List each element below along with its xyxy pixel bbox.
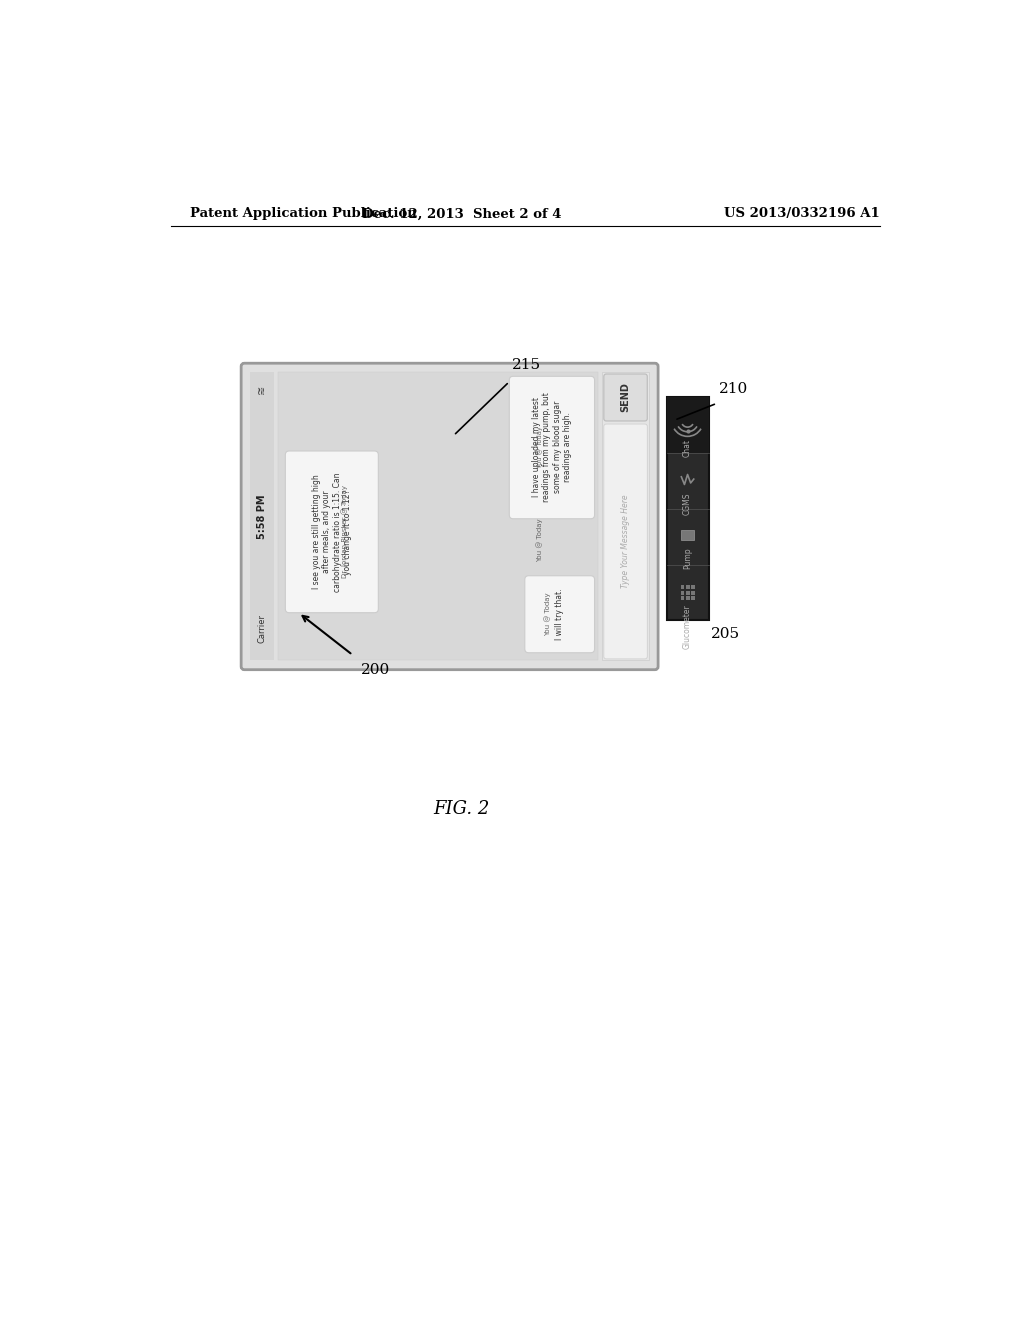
Text: Type Your Message Here: Type Your Message Here bbox=[621, 494, 630, 587]
Text: Carrier: Carrier bbox=[258, 614, 266, 643]
FancyBboxPatch shape bbox=[241, 363, 658, 669]
Bar bbox=[686, 597, 690, 601]
Text: 215: 215 bbox=[512, 359, 542, 372]
Text: Dec. 12, 2013  Sheet 2 of 4: Dec. 12, 2013 Sheet 2 of 4 bbox=[361, 207, 561, 220]
Bar bbox=[681, 591, 684, 594]
Text: 200: 200 bbox=[360, 663, 390, 677]
Text: Patent Application Publication: Patent Application Publication bbox=[190, 207, 417, 220]
Text: You @ Today: You @ Today bbox=[537, 426, 543, 469]
Text: Glucometer: Glucometer bbox=[683, 605, 692, 649]
Text: I will try that.: I will try that. bbox=[555, 589, 564, 640]
FancyBboxPatch shape bbox=[524, 576, 595, 653]
Text: Chat: Chat bbox=[683, 438, 692, 457]
Bar bbox=[691, 597, 695, 601]
FancyBboxPatch shape bbox=[509, 376, 595, 519]
Text: I see you are still getting high
after meals, and your
carbohydrate ratio is 1:1: I see you are still getting high after m… bbox=[311, 473, 352, 591]
Bar bbox=[686, 585, 690, 589]
FancyBboxPatch shape bbox=[604, 424, 647, 659]
FancyBboxPatch shape bbox=[286, 451, 378, 612]
Text: CGMS: CGMS bbox=[683, 492, 692, 516]
Bar bbox=[681, 585, 684, 589]
Text: Dr. Jordan Pinsker @ Today: Dr. Jordan Pinsker @ Today bbox=[341, 486, 347, 578]
Text: I have uploaded my latest
readings from my pump, but
some of my blood sugar
read: I have uploaded my latest readings from … bbox=[531, 392, 572, 502]
Text: 5:58 PM: 5:58 PM bbox=[257, 494, 267, 539]
Text: 205: 205 bbox=[711, 627, 740, 640]
Text: Pump: Pump bbox=[683, 548, 692, 569]
Text: You @ Today: You @ Today bbox=[537, 519, 543, 562]
Text: 210: 210 bbox=[719, 381, 749, 396]
Bar bbox=[681, 531, 693, 540]
Text: You @ Today: You @ Today bbox=[544, 593, 551, 636]
Bar bbox=[691, 585, 695, 589]
Text: US 2013/0332196 A1: US 2013/0332196 A1 bbox=[724, 207, 880, 220]
Text: FIG. 2: FIG. 2 bbox=[433, 800, 489, 818]
Bar bbox=[691, 591, 695, 594]
Bar bbox=[686, 591, 690, 594]
Text: ≋: ≋ bbox=[257, 384, 267, 395]
Bar bbox=[602, 372, 649, 660]
Bar bbox=[681, 597, 684, 601]
Bar bbox=[667, 397, 710, 620]
Bar bbox=[667, 397, 710, 453]
Bar bbox=[251, 372, 273, 660]
FancyBboxPatch shape bbox=[604, 374, 647, 421]
Bar bbox=[278, 372, 598, 660]
Text: SEND: SEND bbox=[621, 383, 631, 412]
